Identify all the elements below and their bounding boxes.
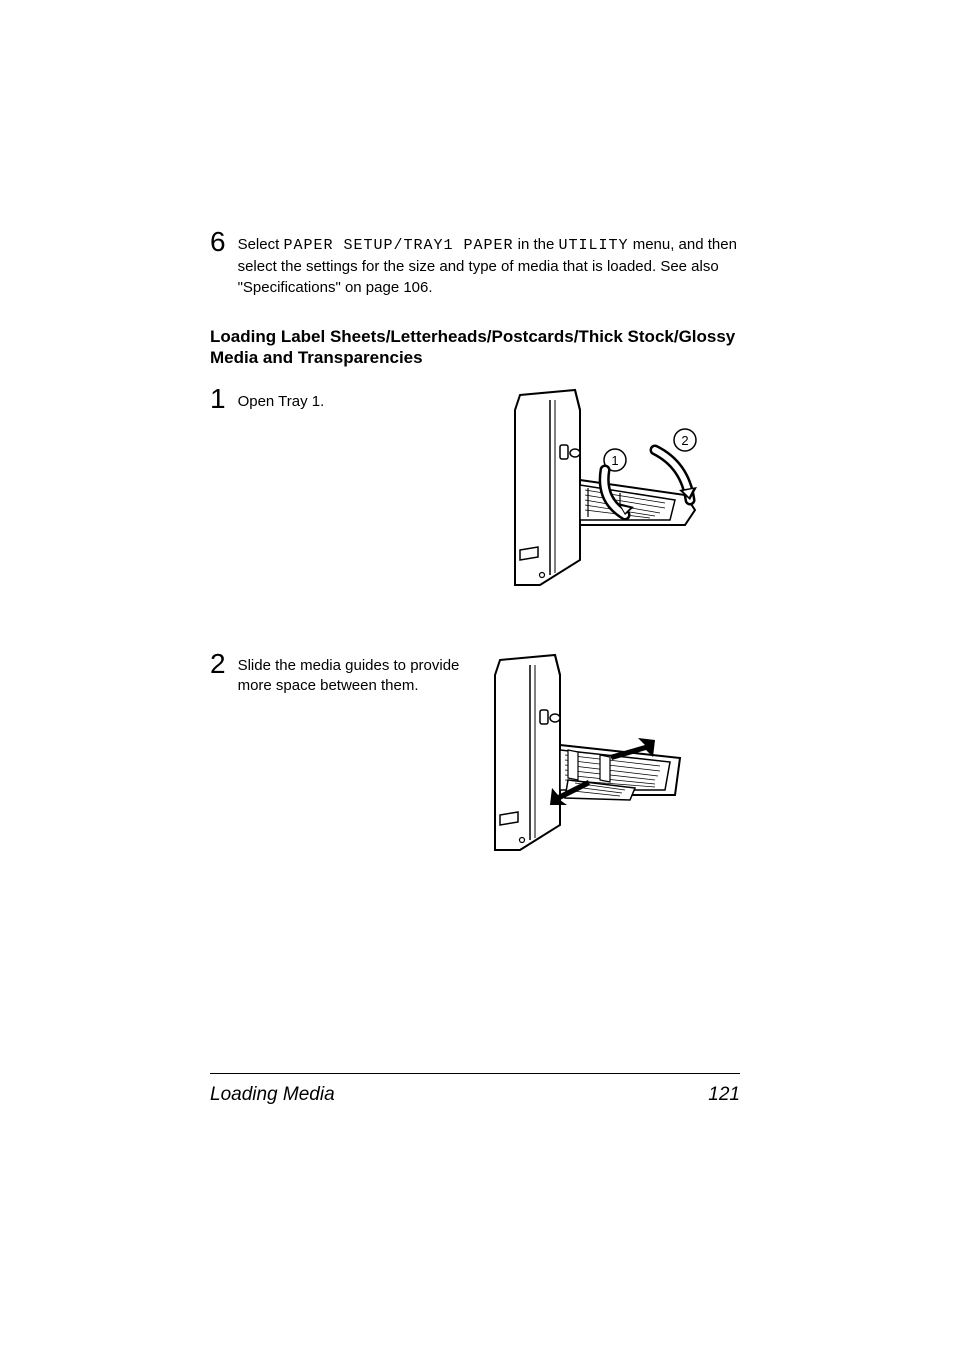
step-6-mid1: in the <box>513 236 558 253</box>
svg-text:1: 1 <box>611 453 618 468</box>
footer: Loading Media 121 <box>210 1073 740 1106</box>
step-2-text: Slide the media guides to provide more s… <box>238 650 460 697</box>
svg-text:2: 2 <box>681 433 688 448</box>
step-6-code2: UTILITY <box>559 237 629 254</box>
footer-rule <box>210 1073 740 1074</box>
printer-slide-guides-svg <box>460 650 690 870</box>
step-1-text: Open Tray 1. <box>238 385 325 413</box>
step-1-number: 1 <box>210 385 226 413</box>
step-6: 6 Select PAPER SETUP/TRAY1 PAPER in the … <box>210 228 740 298</box>
step-6-prefix: Select <box>238 236 284 253</box>
printer-tray-open-svg: 1 2 <box>480 385 710 605</box>
footer-title: Loading Media <box>210 1084 335 1106</box>
step-6-code1: PAPER SETUP/TRAY1 PAPER <box>283 237 513 254</box>
step-6-number: 6 <box>210 228 226 298</box>
illustration-slide-guides <box>460 650 740 875</box>
page-number: 121 <box>708 1084 740 1106</box>
page-content: 6 Select PAPER SETUP/TRAY1 PAPER in the … <box>210 228 740 875</box>
step-2-left: 2 Slide the media guides to provide more… <box>210 650 460 697</box>
footer-row: Loading Media 121 <box>210 1084 740 1106</box>
section-heading: Loading Label Sheets/Letterheads/Postcar… <box>210 326 740 369</box>
step-2-number: 2 <box>210 650 226 697</box>
step-6-text: Select PAPER SETUP/TRAY1 PAPER in the UT… <box>238 228 740 298</box>
step-1-row: 1 Open Tray 1. <box>210 385 740 610</box>
illustration-open-tray: 1 2 <box>480 385 740 610</box>
step-1-left: 1 Open Tray 1. <box>210 385 480 413</box>
step-2-row: 2 Slide the media guides to provide more… <box>210 650 740 875</box>
